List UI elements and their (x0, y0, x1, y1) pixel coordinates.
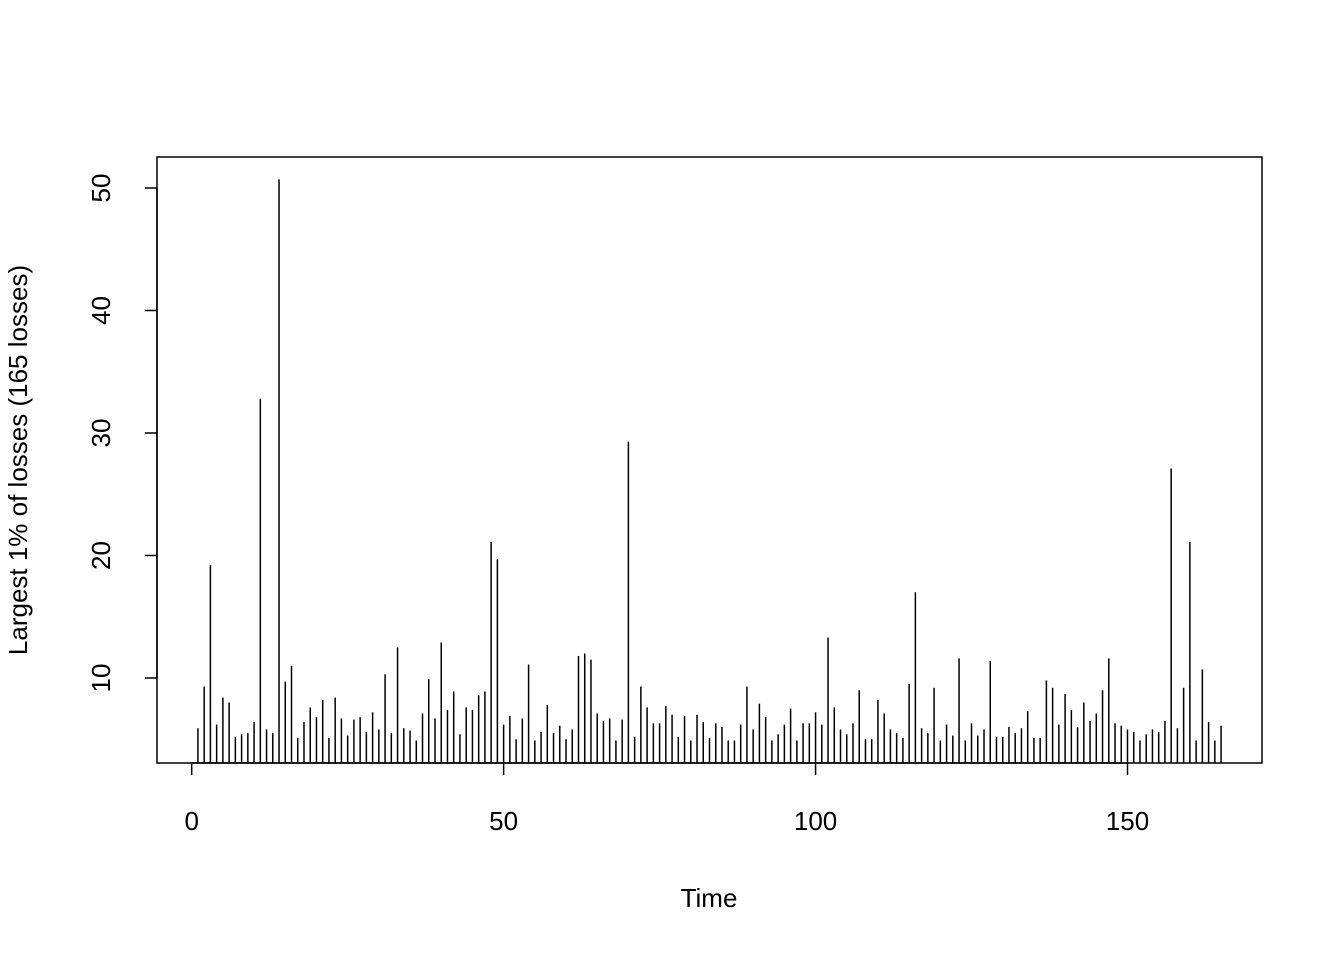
x-axis-label: Time (681, 883, 738, 913)
y-tick-label: 10 (86, 664, 116, 693)
plot-box (156, 156, 1263, 764)
y-tick-label: 40 (86, 296, 116, 325)
x-tick-label: 0 (184, 806, 198, 836)
y-tick-label: 20 (86, 541, 116, 570)
x-tick-label: 50 (489, 806, 518, 836)
y-axis-label: Largest 1% of losses (165 losses) (3, 265, 33, 655)
y-tick-label: 50 (86, 174, 116, 203)
y-tick-label: 30 (86, 419, 116, 448)
x-tick-label: 100 (794, 806, 837, 836)
x-tick-label: 150 (1106, 806, 1149, 836)
